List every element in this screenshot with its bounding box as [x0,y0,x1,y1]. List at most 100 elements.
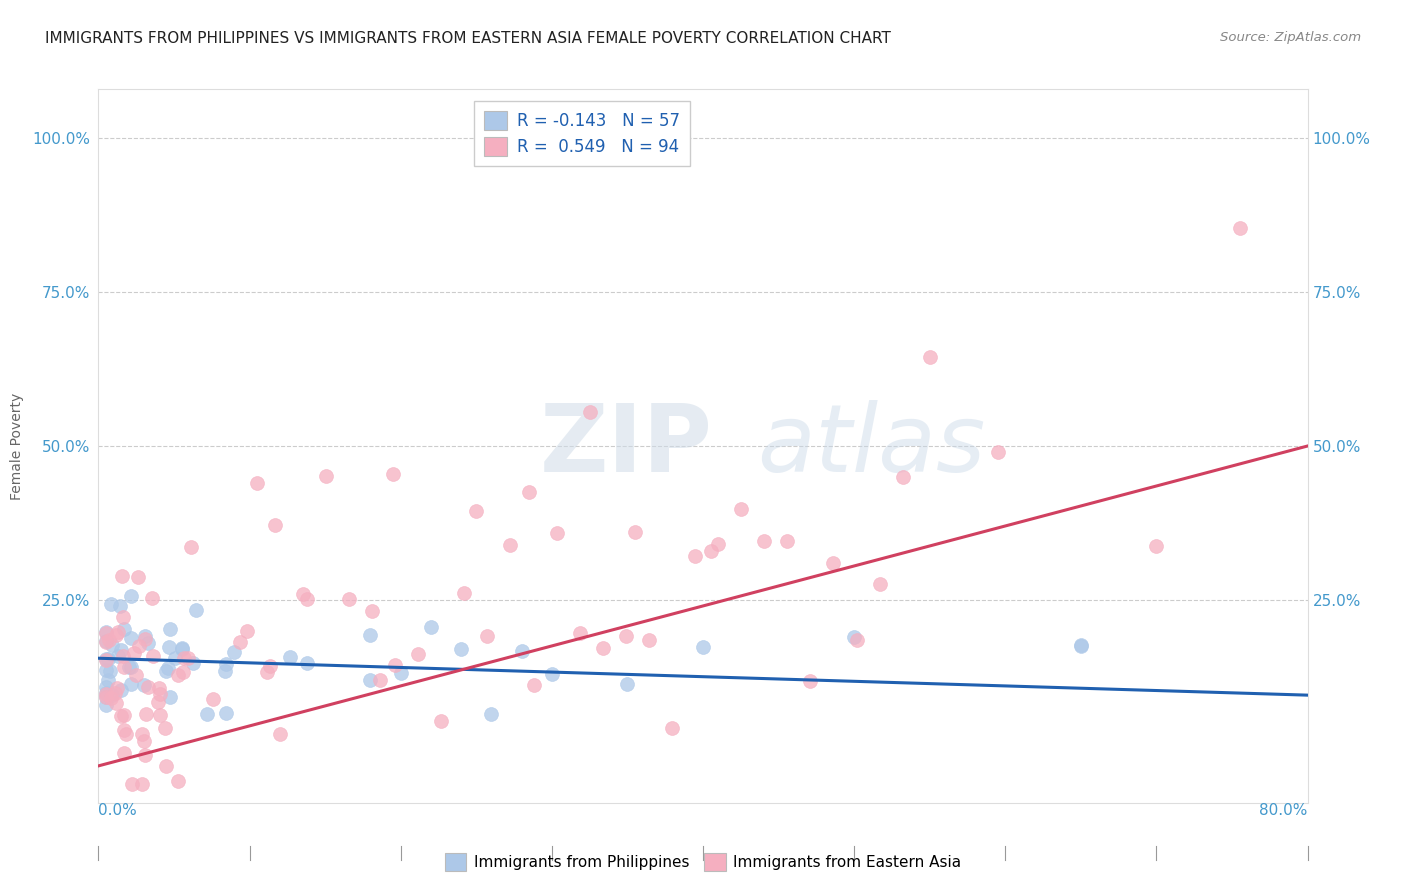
Point [110,708,132,723]
Point [799,674,821,689]
Point [97,673,120,687]
Point [131,727,153,741]
Point [173,651,195,665]
Point [134,734,156,748]
Point [184,602,207,616]
Point [149,687,172,701]
Point [98,664,121,678]
Point [692,640,714,654]
Point [165,651,187,665]
Legend: Immigrants from Philippines, Immigrants from Eastern Asia: Immigrants from Philippines, Immigrants … [439,847,967,877]
Point [97,633,120,648]
Point [108,599,131,613]
Point [499,538,522,552]
Point [616,677,638,691]
Point [176,651,198,665]
Point [94,698,117,712]
Text: 0.0%: 0.0% [98,803,138,818]
Point [118,660,141,674]
Point [683,549,706,563]
Point [110,682,132,697]
Point [107,625,129,640]
Point [845,633,868,648]
Point [224,644,246,658]
Point [215,657,238,671]
Point [104,696,127,710]
Point [638,633,661,648]
Point [578,405,600,419]
Point [101,638,124,652]
Point [107,648,129,663]
Point [138,680,160,694]
Point [149,707,172,722]
Point [624,525,647,540]
Point [111,569,134,583]
Point [540,666,562,681]
Point [115,727,138,741]
Point [94,687,117,701]
Point [157,640,180,655]
Point [142,649,165,664]
Text: Source: ZipAtlas.com: Source: ZipAtlas.com [1220,31,1361,45]
Point [359,628,381,642]
Point [453,586,475,600]
Point [110,643,132,657]
Point [699,543,721,558]
Point [104,628,127,642]
Point [259,659,281,673]
Point [120,676,142,690]
Point [159,690,181,704]
Point [360,673,382,687]
Point [94,680,117,694]
Point [136,636,159,650]
Point [776,533,799,548]
Point [546,525,568,540]
Point [127,570,149,584]
Point [1070,639,1092,653]
Point [614,629,637,643]
Point [97,652,120,666]
Point [167,774,190,789]
Point [120,660,142,674]
Point [568,625,591,640]
Point [278,649,301,664]
Point [94,652,117,666]
Point [389,665,412,680]
Point [823,556,845,570]
Point [1229,220,1251,235]
Point [263,517,285,532]
Point [228,635,250,649]
Point [522,677,544,691]
Point [517,485,540,500]
Point [236,624,259,638]
Point [361,604,384,618]
Point [420,620,443,634]
Point [214,665,236,679]
Point [166,667,188,681]
Point [269,727,291,741]
Point [384,658,406,673]
Point [181,657,204,671]
Point [112,610,135,624]
Y-axis label: Female Poverty: Female Poverty [10,392,24,500]
Point [170,641,193,656]
Point [1144,539,1167,553]
Point [94,690,117,705]
Point [869,577,891,591]
Point [295,591,318,606]
Text: atlas: atlas [758,401,986,491]
Point [291,587,314,601]
Point [131,777,153,791]
Point [121,777,143,791]
Point [134,678,156,692]
Point [477,629,499,643]
Point [100,688,122,702]
Point [754,534,776,549]
Point [465,503,488,517]
Point [120,631,142,645]
Point [295,657,318,671]
Point [180,540,202,554]
Point [141,591,163,605]
Point [112,723,135,737]
Point [112,622,135,636]
